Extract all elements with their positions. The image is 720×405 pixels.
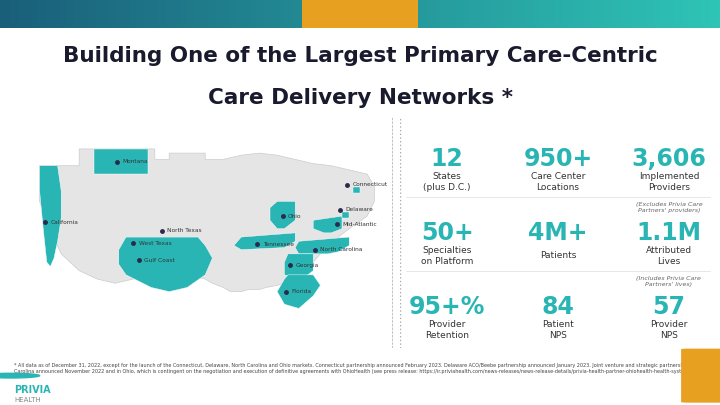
Text: PRIVIA: PRIVIA (14, 385, 51, 395)
Text: Specialties
on Platform: Specialties on Platform (421, 246, 473, 266)
Text: West Texas: West Texas (139, 241, 171, 246)
Text: 12: 12 (431, 147, 464, 171)
Polygon shape (40, 166, 61, 266)
Text: Delaware: Delaware (346, 207, 374, 212)
Circle shape (0, 373, 40, 378)
Text: 4M+: 4M+ (528, 221, 588, 245)
Polygon shape (270, 201, 295, 229)
Text: Mid-Atlantic: Mid-Atlantic (342, 222, 377, 227)
Text: 3,606: 3,606 (631, 147, 706, 171)
Polygon shape (40, 149, 374, 292)
Polygon shape (353, 187, 360, 193)
Text: 84: 84 (541, 295, 575, 319)
FancyBboxPatch shape (681, 349, 720, 403)
Text: HEALTH: HEALTH (14, 397, 41, 403)
Text: Provider
Retention: Provider Retention (425, 320, 469, 339)
Text: 95+%: 95+% (409, 295, 485, 319)
Text: 50+: 50+ (420, 221, 474, 245)
Text: 950+: 950+ (523, 147, 593, 171)
Polygon shape (277, 275, 320, 309)
Text: Building One of the Largest Primary Care-Centric: Building One of the Largest Primary Care… (63, 46, 657, 66)
Text: Ohio: Ohio (288, 213, 302, 219)
Text: Attributed
Lives: Attributed Lives (646, 246, 692, 266)
Polygon shape (234, 233, 295, 249)
Polygon shape (119, 237, 212, 292)
Text: Gulf Coast: Gulf Coast (144, 258, 175, 263)
Text: Georgia: Georgia (295, 263, 318, 268)
Text: Care Delivery Networks *: Care Delivery Networks * (207, 88, 513, 108)
Text: Connecticut: Connecticut (353, 182, 388, 187)
Text: North Texas: North Texas (168, 228, 202, 233)
Text: Patient
NPS: Patient NPS (542, 320, 574, 339)
Text: Care Center
Locations: Care Center Locations (531, 173, 585, 192)
Text: (Excludes Privia Care
Partners' providers): (Excludes Privia Care Partners' provider… (636, 202, 702, 213)
Text: Montana: Montana (122, 159, 148, 164)
Polygon shape (295, 237, 349, 254)
Text: Patients: Patients (540, 252, 576, 260)
Text: 57: 57 (652, 295, 685, 319)
Text: California: California (50, 220, 78, 225)
Text: Florida: Florida (292, 289, 312, 294)
Text: * All data as of December 31, 2022, except for the launch of the Connecticut, De: * All data as of December 31, 2022, exce… (14, 363, 712, 373)
Text: States
(plus D.C.): States (plus D.C.) (423, 173, 471, 192)
Text: North Carolina: North Carolina (320, 247, 363, 252)
Polygon shape (284, 254, 313, 279)
Text: Tennessee: Tennessee (263, 242, 294, 247)
Text: 1.1M: 1.1M (636, 221, 701, 245)
Text: 10: 10 (695, 371, 711, 381)
Text: Provider
NPS: Provider NPS (650, 320, 688, 339)
Text: Implemented
Providers: Implemented Providers (639, 173, 699, 192)
Polygon shape (313, 216, 342, 233)
Text: (Includes Privia Care
Partners' lives): (Includes Privia Care Partners' lives) (636, 276, 701, 287)
Polygon shape (94, 149, 148, 174)
Polygon shape (342, 212, 349, 218)
